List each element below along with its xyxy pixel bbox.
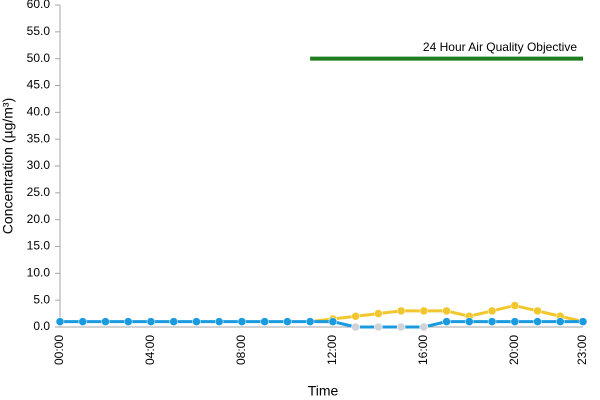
- data-point: [374, 309, 383, 318]
- data-point: [351, 312, 360, 321]
- data-point: [283, 317, 292, 326]
- data-point: [78, 317, 87, 326]
- y-tick-label: 50.0: [27, 51, 51, 65]
- data-point: [419, 306, 429, 316]
- data-point: [396, 322, 406, 332]
- y-tick-label: 15.0: [27, 239, 51, 253]
- data-point: [487, 317, 497, 326]
- data-point: [419, 322, 429, 332]
- data-point: [578, 317, 588, 326]
- y-axis-label: Concentration (µg/m³): [0, 98, 16, 234]
- y-tick-label: 10.0: [27, 266, 51, 280]
- y-tick-label: 5.0: [33, 292, 50, 306]
- x-tick-label: 16:00: [416, 335, 430, 365]
- data-point: [123, 317, 133, 326]
- data-point: [146, 317, 156, 326]
- data-point: [237, 317, 247, 326]
- data-point: [55, 317, 65, 326]
- y-tick-label: 55.0: [27, 24, 51, 38]
- data-point: [351, 322, 360, 332]
- data-point: [442, 306, 451, 316]
- y-tick-label: 25.0: [27, 185, 51, 199]
- x-axis-label: Time: [308, 383, 339, 399]
- data-point: [374, 322, 383, 332]
- x-tick-label: 23:00: [575, 335, 589, 365]
- data-point: [101, 317, 110, 326]
- x-tick-label: 00:00: [52, 335, 66, 365]
- y-tick-label: 45.0: [27, 78, 51, 92]
- y-tick-label: 30.0: [27, 158, 51, 172]
- x-tick-label: 08:00: [234, 335, 248, 365]
- y-tick-label: 60.0: [27, 0, 51, 11]
- y-tick-label: 40.0: [27, 105, 51, 119]
- data-point: [510, 317, 520, 326]
- data-point: [260, 317, 269, 326]
- annotation: 24 Hour Air Quality Objective: [423, 40, 577, 54]
- data-point: [328, 317, 338, 326]
- y-tick-label: 0.0: [33, 319, 50, 333]
- x-tick-label: 12:00: [325, 335, 339, 365]
- y-tick-label: 35.0: [27, 131, 51, 145]
- data-point: [556, 317, 565, 326]
- data-point: [305, 317, 315, 326]
- x-tick-label: 20:00: [507, 335, 521, 365]
- data-point: [533, 317, 542, 326]
- y-tick-label: 20.0: [27, 212, 51, 226]
- data-point: [214, 317, 224, 326]
- data-point: [533, 306, 542, 316]
- series-line: [60, 320, 583, 329]
- data-point: [442, 317, 451, 326]
- data-point: [169, 317, 178, 326]
- data-point: [510, 301, 520, 310]
- x-tick-label: 04:00: [143, 335, 157, 365]
- data-point: [192, 317, 201, 326]
- data-point: [396, 306, 406, 316]
- data-point: [487, 306, 497, 316]
- data-point: [465, 317, 474, 326]
